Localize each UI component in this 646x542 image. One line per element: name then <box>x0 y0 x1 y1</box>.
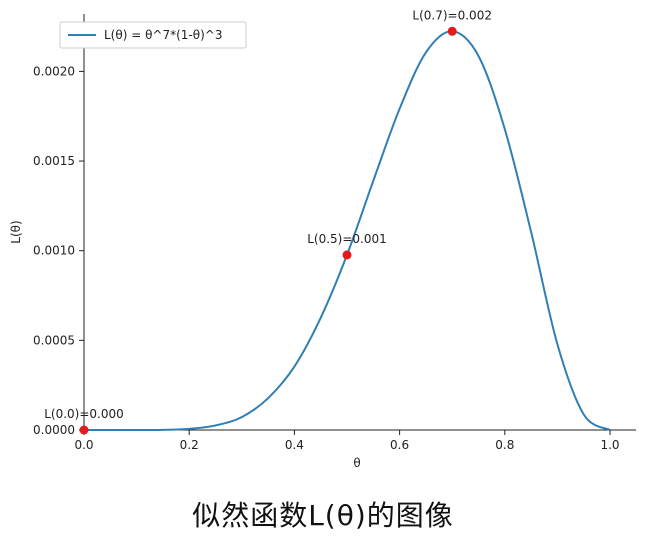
marker-layer: L(0.0)=0.000 L(0.5)=0.001 L(0.7)=0.002 <box>44 8 492 435</box>
point-annotation: L(0.7)=0.002 <box>412 8 492 22</box>
likelihood-series-line <box>83 30 611 432</box>
axes <box>83 14 636 431</box>
x-tick-label: 1.0 <box>600 438 619 452</box>
x-tick-label: 0.8 <box>495 438 514 452</box>
y-ticks: 0.0000 0.0005 0.0010 0.0015 0.0020 <box>33 64 84 437</box>
y-tick-label: 0.0010 <box>33 244 75 258</box>
highlight-point <box>447 26 457 36</box>
y-tick-label: 0.0000 <box>33 423 75 437</box>
highlight-point <box>342 250 352 260</box>
series-layer <box>83 30 611 432</box>
x-axis-label: θ <box>353 456 360 470</box>
y-axis-label: L(θ) <box>9 220 23 243</box>
likelihood-chart: 0.0 0.2 0.4 0.6 0.8 1.0 0.00000.00050.00100.0… <box>9 8 636 470</box>
x-tick-label: 0.0 <box>74 438 93 452</box>
x-ticks: 0.0 0.2 0.4 0.6 0.8 1.0 <box>74 430 620 452</box>
y-tick-label: 0.0005 <box>33 333 75 347</box>
x-tick-label: 0.2 <box>180 438 199 452</box>
point-annotation: L(0.5)=0.001 <box>307 232 387 246</box>
legend: L(θ) = θ^7*(1-θ)^3 <box>59 21 247 49</box>
y-tick-label: 0.0015 <box>33 154 75 168</box>
legend-box <box>59 21 247 49</box>
point-annotation: L(0.0)=0.000 <box>44 407 124 421</box>
figure-caption: 似然函数L(θ)的图像 <box>192 499 454 532</box>
y-tick-label: 0.0020 <box>33 64 75 78</box>
x-tick-label: 0.6 <box>390 438 409 452</box>
x-tick-label: 0.4 <box>285 438 304 452</box>
highlight-point <box>79 425 89 435</box>
legend-entry-label: L(θ) = θ^7*(1-θ)^3 <box>104 28 222 42</box>
